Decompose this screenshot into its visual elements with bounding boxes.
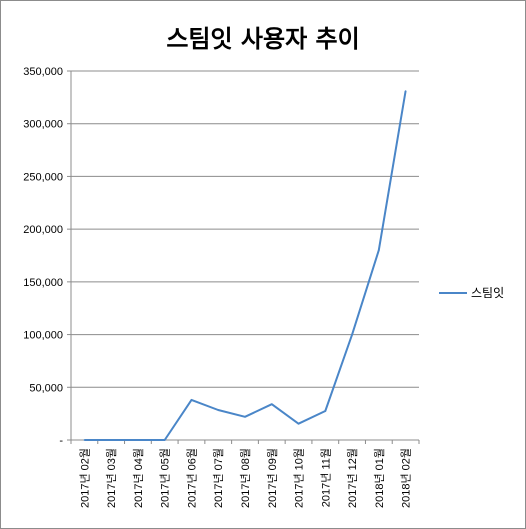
legend-line-swatch (439, 291, 467, 294)
data-point (324, 410, 327, 412)
data-point (163, 439, 166, 441)
x-tick-label: 2018년 02월 (400, 448, 413, 508)
y-tick-label: 350,000 (23, 66, 63, 78)
x-tick-label: 2018년 01월 (373, 448, 386, 508)
x-tick-label: 2017년 07월 (212, 448, 225, 508)
data-point (137, 439, 139, 441)
data-point (190, 399, 193, 401)
x-tick-label: 2017년 04월 (132, 448, 145, 508)
legend: 스팀잇 (439, 284, 504, 301)
y-tick-label: 300,000 (23, 119, 63, 131)
data-point (244, 416, 246, 418)
x-tick-label: 2017년 05월 (159, 448, 172, 508)
data-point (351, 333, 353, 336)
chart-title: 스팀잇 사용자 추이 (166, 25, 360, 53)
x-tick-label: 2017년 06월 (185, 448, 198, 508)
data-point (404, 90, 407, 92)
data-point (83, 439, 86, 441)
x-tick-label: 2017년 11월 (319, 448, 332, 507)
y-tick-label: 200,000 (23, 224, 63, 236)
x-tick-label: 2017년 03월 (105, 448, 118, 508)
data-point (110, 439, 112, 441)
legend-label: 스팀잇 (471, 286, 505, 300)
data-point (217, 409, 220, 411)
data-point (270, 403, 273, 405)
x-tick-label: 2017년 02월 (78, 448, 91, 508)
data-point (378, 249, 380, 252)
y-tick-label: 50,000 (29, 382, 63, 394)
x-tick-label: 2017년 08월 (239, 448, 252, 508)
y-tick-label: 150,000 (23, 277, 63, 289)
x-tick-label: 2017년 12월 (346, 448, 359, 508)
y-tick-label: 250,000 (23, 171, 63, 183)
data-point (297, 422, 300, 425)
x-tick-label: 2017년 09월 (266, 448, 279, 508)
y-tick-label: - (59, 435, 63, 447)
x-tick-label: 2017년 10월 (293, 448, 306, 508)
y-tick-label: 100,000 (23, 330, 63, 342)
